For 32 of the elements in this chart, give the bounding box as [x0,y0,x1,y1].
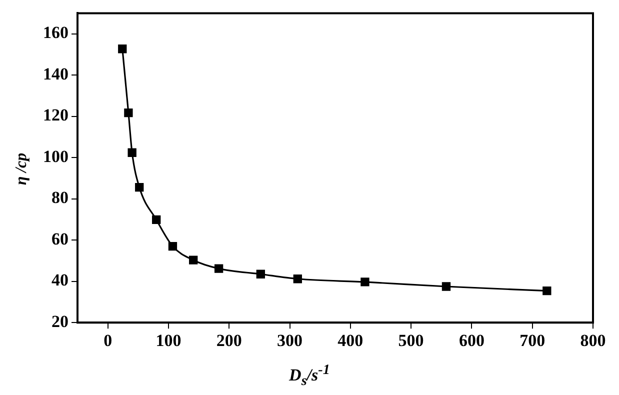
point [189,256,198,264]
point [256,270,265,278]
y-tick-label: 100 [43,146,68,166]
point [542,286,552,296]
y-tick-label: 160 [43,23,68,42]
x-tick-label: 700 [520,331,546,350]
y-tick-label: 120 [43,106,68,125]
point [135,182,144,192]
x-tick-label: 100 [156,331,182,350]
x-tick-label: 600 [458,331,484,350]
x-tick-label: 500 [398,331,424,350]
y-tick-label: 80 [52,188,68,208]
point [214,264,224,273]
point [152,215,161,224]
point [118,44,127,54]
point [360,278,370,286]
x-axis-title: D$_{s}$/s$^{-1}$ [288,362,331,390]
x-tick-label: 0 [104,331,112,350]
y-tick-label: 60 [52,229,68,248]
x-tick-label: 200 [216,331,242,350]
x-tick-label: 400 [338,331,364,350]
point [128,148,136,157]
x-tick-label: 800 [580,331,606,350]
y-tick-label: 20 [52,312,68,331]
y-tick-label: 40 [52,270,68,290]
y-axis-title: η /cp [13,152,32,186]
x-tick-label: 300 [277,331,303,350]
point [293,274,302,284]
point [124,108,133,118]
y-tick-label: 140 [43,64,68,84]
point [168,242,178,251]
point [442,282,451,291]
